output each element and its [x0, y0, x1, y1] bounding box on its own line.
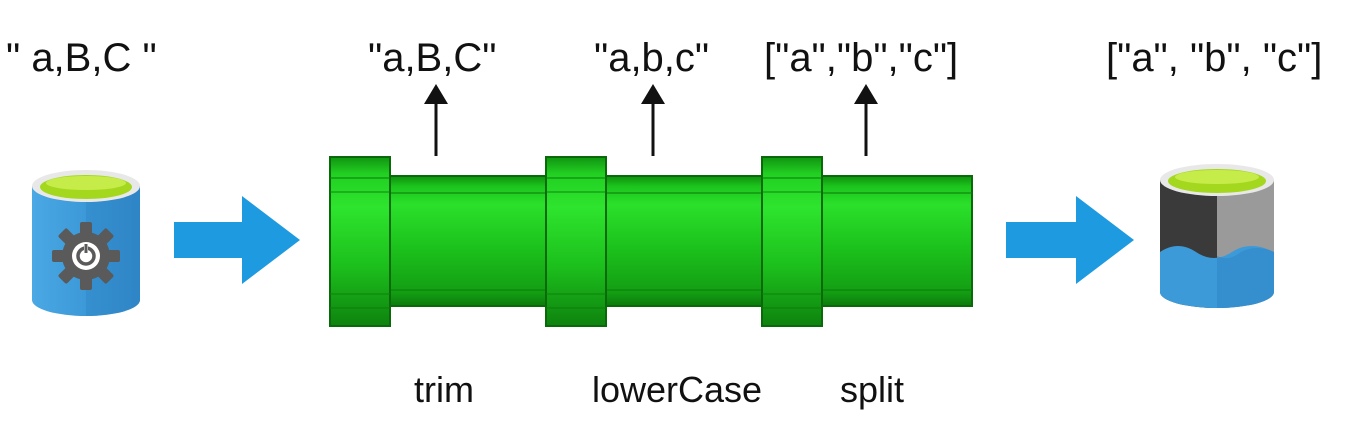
input-value-label: " a,B,C ": [6, 36, 157, 80]
pipe-segment-lowercase: [605, 175, 763, 307]
output-value-label: ["a", "b", "c"]: [1106, 36, 1323, 80]
output-arrow-icon: [854, 84, 878, 156]
stage-label-lowercase: lowerCase: [592, 369, 763, 410]
lowercase-output-label: "a,b,c": [594, 36, 710, 80]
pipe-collar: [761, 156, 823, 327]
flow-arrow-icon: [174, 196, 300, 284]
pipe-collar: [329, 156, 391, 327]
output-arrow-icon: [424, 84, 448, 156]
pipeline-icon: [329, 156, 973, 327]
output-arrow-icon: [641, 84, 665, 156]
pipe-segment-split: [821, 175, 973, 307]
stage-label-split: split: [840, 369, 905, 410]
flow-arrow-icon: [1006, 196, 1134, 284]
stage-label-trim: trim: [414, 369, 474, 410]
data-lake-icon: [1160, 164, 1274, 308]
pipe-segment-trim: [389, 175, 547, 307]
pipe-collar: [545, 156, 607, 327]
trim-output-label: "a,B,C": [368, 36, 497, 80]
database-gear-icon: [32, 170, 140, 316]
split-output-label: ["a","b","c"]: [764, 36, 959, 80]
